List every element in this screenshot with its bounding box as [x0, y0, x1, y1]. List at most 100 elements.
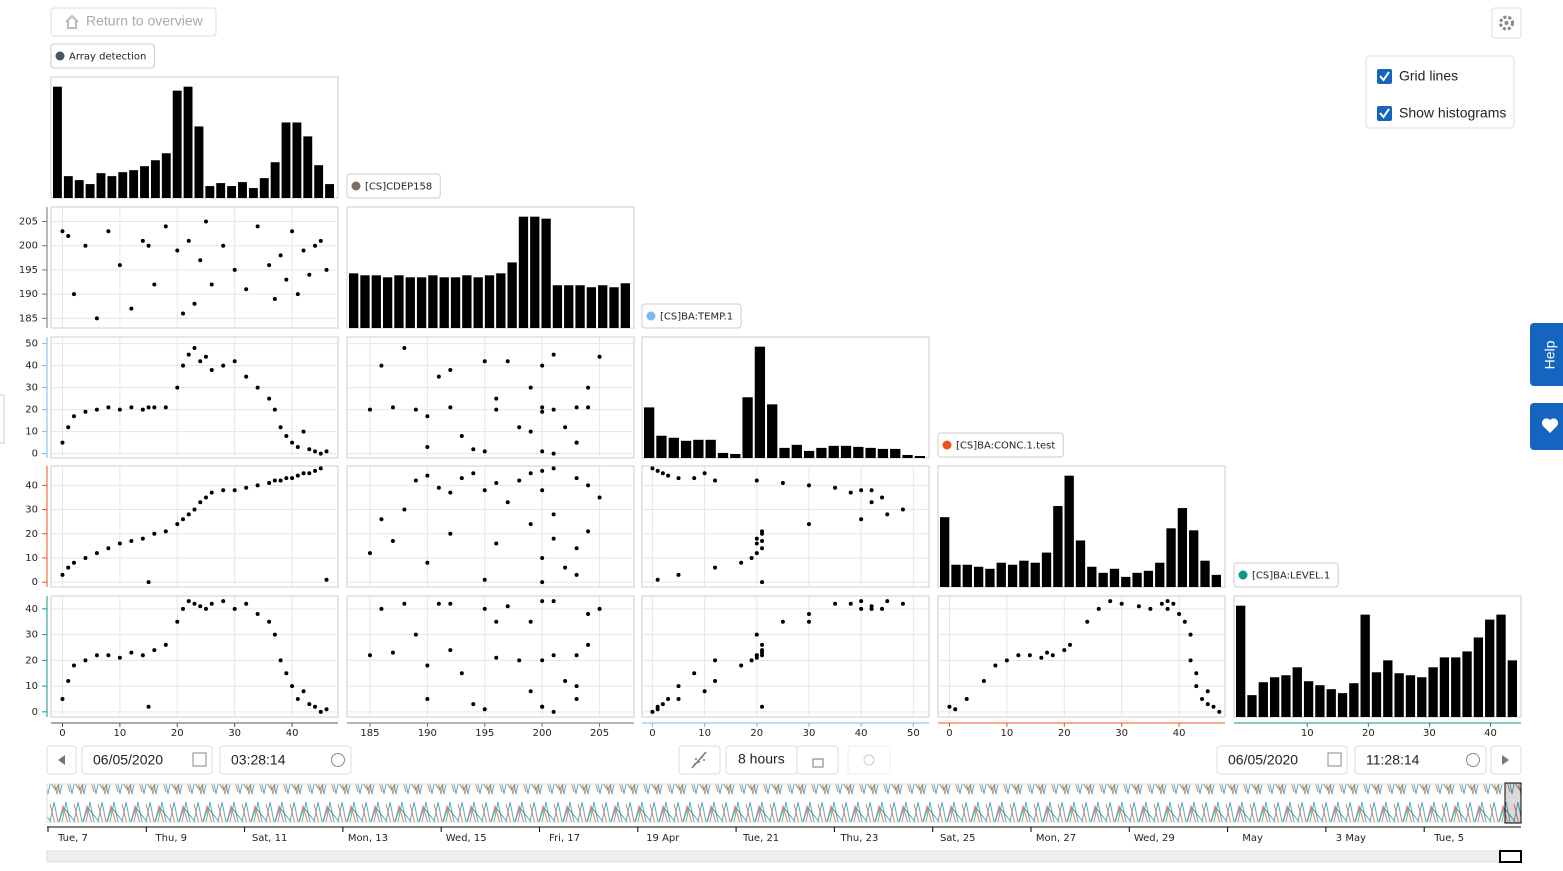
scatter-point	[152, 405, 157, 410]
calendar-icon	[1327, 752, 1342, 767]
scatter-point	[425, 414, 430, 419]
panel-frame	[50, 595, 339, 718]
scatter-point	[885, 599, 890, 604]
scatter-point	[244, 287, 249, 292]
back-button[interactable]: Return to overview	[50, 7, 217, 37]
scatter-point	[869, 500, 874, 505]
scatter-point	[482, 359, 487, 364]
scatter-point	[540, 658, 545, 663]
scatter-point	[760, 539, 765, 544]
end-date[interactable]: 06/05/2020	[1228, 752, 1298, 768]
y-tick-label: 0	[32, 577, 38, 588]
scatter-point	[482, 606, 487, 611]
scatter-point	[574, 440, 579, 445]
scatter-point	[163, 642, 168, 647]
histogram-bar	[705, 439, 716, 458]
scatter-point	[307, 272, 312, 277]
back-button-frame[interactable]	[50, 7, 217, 37]
scatter-point	[760, 704, 765, 709]
scatter-point	[1211, 704, 1216, 709]
scatter-point	[413, 478, 418, 483]
scatter-point	[221, 599, 226, 604]
timeline[interactable]	[46, 782, 1522, 863]
histogram-bar	[161, 153, 171, 198]
end-time[interactable]: 11:28:14	[1366, 752, 1420, 768]
histogram-bar	[779, 447, 790, 458]
scatter-point	[859, 517, 864, 522]
timeline-selection[interactable]	[1504, 782, 1522, 824]
histogram-bar	[1075, 540, 1086, 587]
scroll-thumb[interactable]	[1499, 850, 1522, 863]
timeline-overview[interactable]	[46, 783, 1522, 823]
scatter-point	[540, 555, 545, 560]
duration[interactable]: 8 hours	[738, 751, 785, 767]
scatter-point	[676, 696, 681, 701]
x-tick-label: 0	[649, 728, 655, 739]
scatter-point	[71, 292, 76, 297]
scatter-point	[94, 653, 99, 658]
start-time[interactable]: 03:28:14	[231, 752, 286, 768]
scatter-point	[551, 653, 556, 658]
scatter-point	[448, 490, 453, 495]
grid-lines-checkbox[interactable]	[1377, 69, 1392, 84]
reset-button[interactable]	[847, 745, 891, 775]
histogram-bar	[1383, 660, 1393, 717]
scatter-point	[290, 684, 295, 689]
histogram-bar	[693, 439, 704, 458]
scatter-point	[307, 447, 312, 452]
y-tick-label: 10	[25, 681, 38, 692]
histogram-checkbox[interactable]	[1377, 106, 1392, 121]
histogram-bar	[518, 216, 529, 328]
histogram-bar	[1007, 564, 1018, 587]
start-time-input[interactable]	[219, 745, 352, 775]
y-tick-label: 195	[19, 265, 38, 276]
scatter-point	[471, 447, 476, 452]
scatter-point	[1159, 601, 1164, 606]
settings-button[interactable]	[1491, 7, 1522, 39]
scatter-point	[307, 471, 312, 476]
scatter-point	[313, 243, 318, 248]
scrollbar[interactable]	[46, 850, 1522, 863]
histogram-bar	[371, 275, 381, 328]
scatter-point	[494, 655, 499, 660]
lock-button[interactable]	[796, 745, 839, 775]
grid-lines-label[interactable]: Grid lines	[1399, 68, 1458, 84]
histogram-bar	[473, 277, 483, 328]
end-date-input[interactable]	[1216, 745, 1348, 775]
scatter-point	[71, 414, 76, 419]
help-tab-frame[interactable]	[1530, 323, 1563, 386]
scatter-point	[129, 306, 134, 311]
scatter-point	[655, 707, 660, 712]
scatter-point	[198, 604, 203, 609]
scatter-point	[702, 471, 707, 476]
scatter-point	[66, 234, 71, 239]
help-tab[interactable]: Help	[1530, 323, 1563, 450]
panel-frame	[937, 595, 1226, 718]
back-button-label[interactable]: Return to overview	[86, 13, 204, 29]
start-date[interactable]: 06/05/2020	[93, 752, 163, 768]
scatter-point	[255, 224, 260, 229]
scatter-point	[1182, 619, 1187, 624]
end-time-input[interactable]	[1354, 745, 1487, 775]
histogram-bar	[1109, 568, 1120, 587]
legend-label: Array detection	[69, 52, 146, 63]
scatter-point	[284, 476, 289, 481]
y-tick-label: 30	[25, 383, 38, 394]
histogram-bar	[1166, 528, 1176, 587]
scatter-point	[117, 541, 122, 546]
start-date-input[interactable]	[81, 745, 213, 775]
histogram-bar	[541, 218, 551, 328]
histogram-label[interactable]: Show histograms	[1399, 105, 1506, 121]
timeline-label: Fri, 17	[549, 833, 580, 844]
help-label[interactable]: Help	[1542, 340, 1558, 369]
scatter-point	[181, 311, 186, 316]
x-tick-label: 40	[855, 728, 868, 739]
scatter-point	[900, 601, 905, 606]
histogram-bar	[194, 126, 204, 198]
x-tick-label: 20	[1058, 728, 1071, 739]
scatter-point	[482, 488, 487, 493]
histogram-bar	[668, 437, 679, 458]
scatter-point	[290, 440, 295, 445]
scatter-point	[880, 606, 885, 611]
scatter-point	[655, 468, 660, 473]
